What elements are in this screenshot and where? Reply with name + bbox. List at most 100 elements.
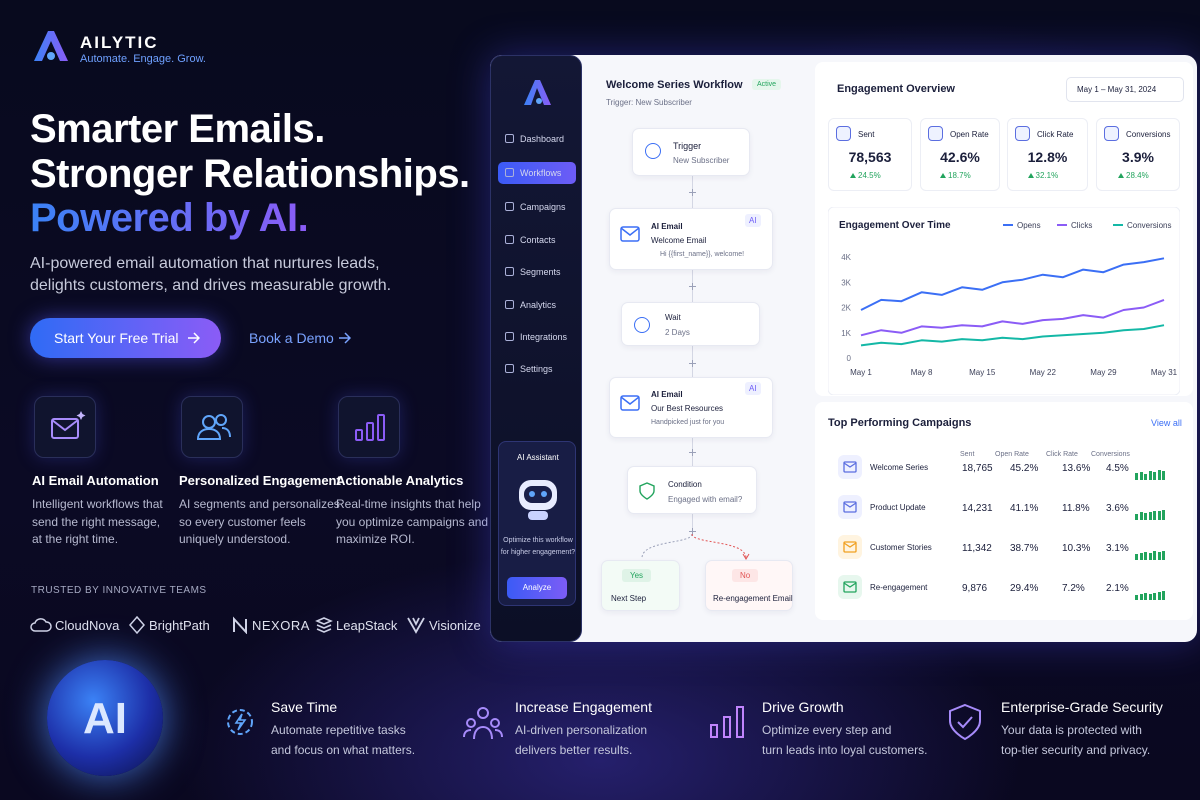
branch-label: No — [732, 569, 759, 582]
arrow-icon — [339, 332, 351, 344]
branch-card[interactable]: Yes Next Step — [601, 560, 680, 611]
node-title: Condition — [668, 480, 702, 489]
spark-bar — [1144, 513, 1147, 520]
table-cell: 9,876 — [962, 583, 988, 594]
arrow-icon — [188, 332, 200, 344]
node-title: Trigger — [673, 141, 702, 151]
hero-subtitle: AI-powered email automation that nurture… — [30, 255, 380, 272]
spark-bar — [1148, 512, 1152, 520]
node-card[interactable]: Wait 2 Days — [621, 302, 760, 346]
nav-label: Integrations — [520, 332, 568, 342]
kpi-icon — [836, 126, 851, 141]
y-tick-label: 2K — [841, 304, 851, 313]
node-text: Handpicked just for you — [651, 419, 725, 426]
spark-bar — [1157, 552, 1161, 560]
secondary-cta[interactable]: Book a Demo — [249, 330, 334, 346]
table-header: Conversions — [1091, 451, 1130, 458]
node-icon — [645, 143, 661, 159]
partner-logo: BrightPath — [149, 618, 210, 633]
hero-title: Stronger Relationships. — [30, 152, 470, 196]
hero-title-highlight: Powered by AI. — [30, 196, 309, 240]
data-line — [860, 298, 1165, 337]
trend-up — [1027, 173, 1034, 178]
spark-bar — [1153, 472, 1156, 480]
table-cell: 14,231 — [962, 503, 993, 514]
assistant-title: AI Assistant — [517, 453, 559, 462]
nav-label: Analytics — [520, 300, 557, 310]
benefit-icon — [710, 706, 744, 738]
kpi-icon — [1015, 126, 1030, 141]
nav-item[interactable]: Dashboard — [498, 128, 576, 150]
spark-bar — [1135, 514, 1138, 520]
node-text: Hi {{first_name}}, welcome! — [660, 251, 745, 258]
spark-bar — [1135, 595, 1138, 600]
table-cell: 13.6% — [1062, 463, 1091, 474]
node-text: 2 Days — [665, 328, 690, 337]
branch-connector — [641, 534, 750, 560]
x-tick-label: May 1 — [850, 368, 872, 377]
node-icon — [620, 226, 640, 242]
logo-mark — [129, 616, 145, 634]
benefit-title: Save Time — [271, 699, 338, 715]
sparkline — [1135, 582, 1167, 600]
spark-bar — [1144, 552, 1147, 560]
chart-title: Engagement Over Time — [839, 220, 951, 231]
nav-item[interactable]: Segments — [498, 261, 576, 283]
branch-card[interactable]: No Re-engagement Email — [705, 560, 793, 611]
trend-up — [850, 173, 856, 178]
node-card[interactable]: Condition Engaged with email? — [627, 466, 757, 514]
status-badge: Active — [752, 79, 782, 90]
nav-item[interactable]: Settings — [498, 358, 576, 380]
kpi-icon — [1104, 126, 1119, 141]
hero-subtitle: delights customers, and drives measurabl… — [30, 277, 392, 294]
view-all-link[interactable]: View all — [1151, 418, 1182, 428]
logo-mark — [233, 616, 247, 634]
kpi-icon — [928, 126, 943, 141]
add-step[interactable] — [688, 188, 697, 197]
feature-desc: so every customer feels — [179, 515, 306, 529]
legend-label: Clicks — [1071, 221, 1092, 230]
x-tick-label: May 22 — [1030, 368, 1057, 377]
feature-icon — [34, 396, 96, 458]
campaign-name: Product Update — [870, 503, 926, 512]
spark-bar — [1153, 551, 1156, 560]
y-tick-label: 1K — [841, 329, 851, 338]
add-step[interactable] — [688, 282, 697, 291]
primary-cta[interactable]: Start Your Free Trial — [30, 318, 221, 358]
spark-bar — [1139, 553, 1143, 560]
node-card[interactable]: Trigger New Subscriber — [632, 128, 750, 176]
date-picker[interactable]: May 1 – May 31, 2024 — [1066, 77, 1184, 102]
nav-item[interactable]: Integrations — [498, 326, 576, 348]
benefit-icon — [949, 703, 981, 741]
nav-item[interactable]: Contacts — [498, 229, 576, 251]
nav-item[interactable]: Campaigns — [498, 196, 576, 218]
assistant-text: Optimize this workflow — [503, 537, 573, 544]
branch-label: Yes — [622, 569, 652, 582]
ai-orb: AI — [47, 660, 163, 776]
sparkline — [1135, 502, 1167, 520]
table-header: Sent — [960, 451, 975, 458]
add-step[interactable] — [688, 448, 697, 457]
spark-bar — [1139, 594, 1143, 600]
feature-desc: at the right time. — [32, 532, 119, 546]
node-card[interactable]: AI Email Our Best Resources Handpicked j… — [609, 377, 773, 438]
nav-label: Contacts — [520, 235, 556, 245]
table-cell: 11.8% — [1062, 503, 1090, 514]
spark-bar — [1139, 472, 1143, 480]
analyze-button[interactable]: Analyze — [507, 577, 567, 599]
spark-bar — [1157, 511, 1161, 520]
kpi-change: 18.7% — [948, 171, 971, 180]
node-card[interactable]: AI Email Welcome Email Hi {{first_name}}… — [609, 208, 773, 270]
add-step[interactable] — [688, 527, 697, 536]
primary-cta-label: Start Your Free Trial — [54, 330, 179, 346]
benefit-text: AI-driven personalization — [515, 723, 648, 737]
table-cell: 38.7% — [1010, 543, 1039, 554]
spark-bar — [1148, 594, 1152, 600]
add-step[interactable] — [688, 359, 697, 368]
assistant-text: for higher engagement? — [500, 549, 576, 556]
nav-item[interactable]: Analytics — [498, 294, 576, 316]
table-cell: 4.5% — [1106, 463, 1129, 474]
nav-item-active[interactable]: Workflows — [498, 162, 576, 184]
benefit-icon — [463, 707, 503, 740]
kpi-value: 3.9% — [1122, 149, 1154, 165]
